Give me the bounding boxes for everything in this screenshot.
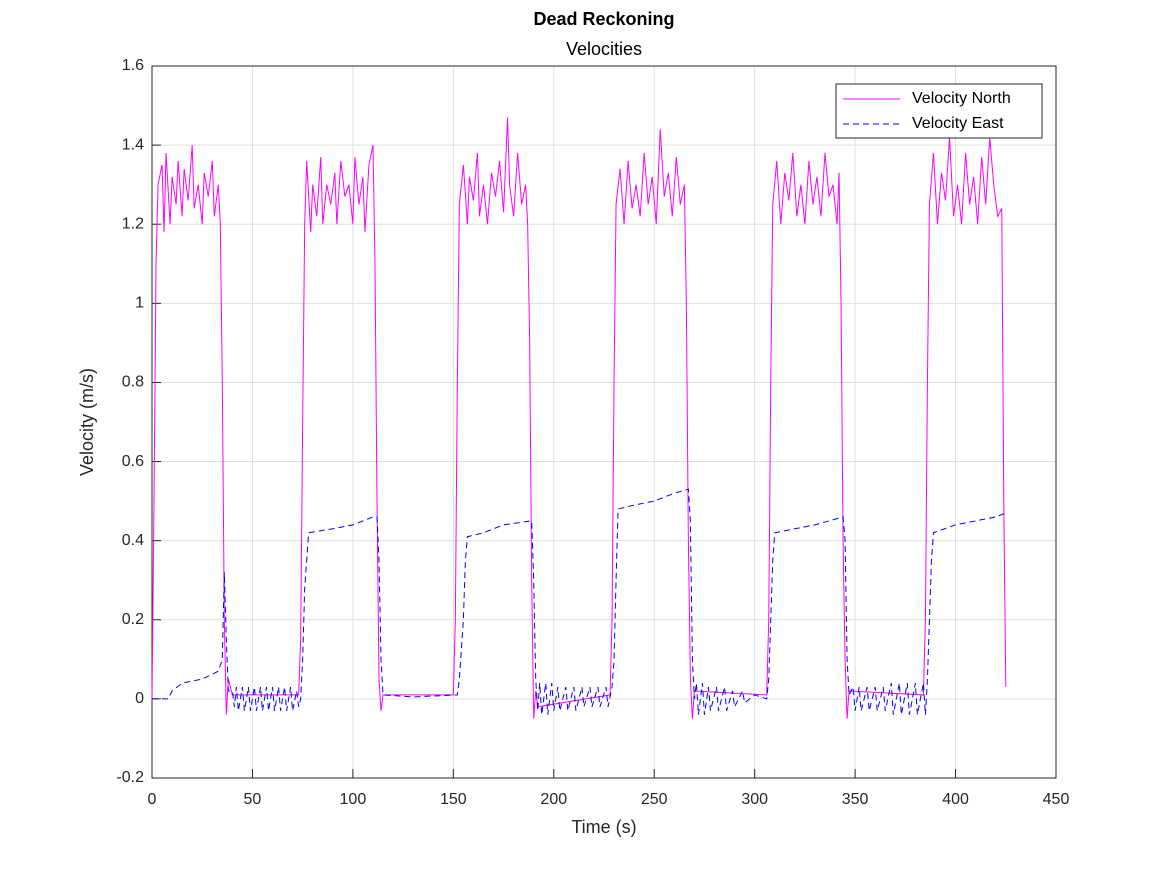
x-tick-label: 450 xyxy=(1043,791,1070,808)
y-tick-label: 0.2 xyxy=(122,611,144,628)
x-axis-label: Time (s) xyxy=(571,817,636,837)
x-tick-label: 50 xyxy=(244,791,262,808)
x-tick-label: 250 xyxy=(641,791,668,808)
y-tick-label: 1.6 xyxy=(122,57,144,74)
x-tick-label: 150 xyxy=(440,791,467,808)
x-tick-label: 0 xyxy=(148,791,157,808)
legend-box xyxy=(835,83,1043,139)
y-tick-label: 1.2 xyxy=(122,215,144,232)
y-tick-label: 0.8 xyxy=(122,374,144,391)
x-tick-label: 200 xyxy=(540,791,567,808)
chart-subtitle: Velocities xyxy=(566,39,642,59)
x-tick-label: 100 xyxy=(340,791,367,808)
legend-label: Velocity East xyxy=(912,115,1004,132)
y-tick-label: 0 xyxy=(135,690,144,707)
y-tick-label: 0.4 xyxy=(122,532,144,549)
chart-title: Dead Reckoning xyxy=(533,9,674,29)
y-tick-label: 1 xyxy=(135,295,144,312)
y-tick-label: 0.6 xyxy=(122,453,144,470)
y-axis-label: Velocity (m/s) xyxy=(77,368,97,476)
y-tick-label: 1.4 xyxy=(122,136,144,153)
x-tick-label: 350 xyxy=(842,791,869,808)
x-tick-label: 300 xyxy=(741,791,768,808)
plot-frame xyxy=(151,65,1057,779)
y-tick-label: -0.2 xyxy=(116,769,144,786)
series-line xyxy=(152,488,1006,715)
series-line xyxy=(151,117,1007,719)
x-tick-label: 400 xyxy=(942,791,969,808)
legend-label: Velocity North xyxy=(912,90,1011,107)
